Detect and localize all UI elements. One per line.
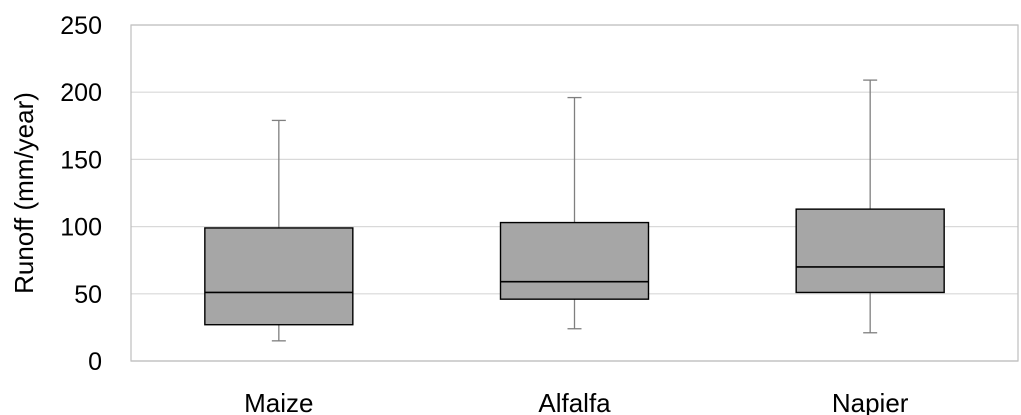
y-axis-title: Runoff (mm/year) (9, 92, 39, 294)
box-napier (795, 79, 945, 334)
y-tick-label: 200 (60, 79, 102, 107)
y-tick-label: 50 (74, 281, 102, 309)
y-tick-label: 150 (60, 146, 102, 174)
y-tick-label: 0 (88, 348, 102, 376)
y-tick-label: 100 (60, 214, 102, 242)
x-category-label: Alfalfa (538, 388, 611, 415)
plot-area-border (130, 24, 1019, 362)
interquartile-box (499, 221, 650, 300)
y-tick-label: 250 (60, 12, 102, 40)
box-alfalfa (499, 96, 650, 330)
box-series (204, 79, 945, 342)
box-maize (204, 119, 354, 342)
interquartile-box (204, 227, 354, 326)
interquartile-box (795, 208, 945, 294)
x-category-label: Maize (244, 388, 313, 415)
y-axis-ticks: 0 50 100 150 200 250 (60, 12, 102, 376)
x-category-label: Napier (832, 388, 909, 415)
x-axis-category-labels: Maize Alfalfa Napier (244, 388, 909, 415)
